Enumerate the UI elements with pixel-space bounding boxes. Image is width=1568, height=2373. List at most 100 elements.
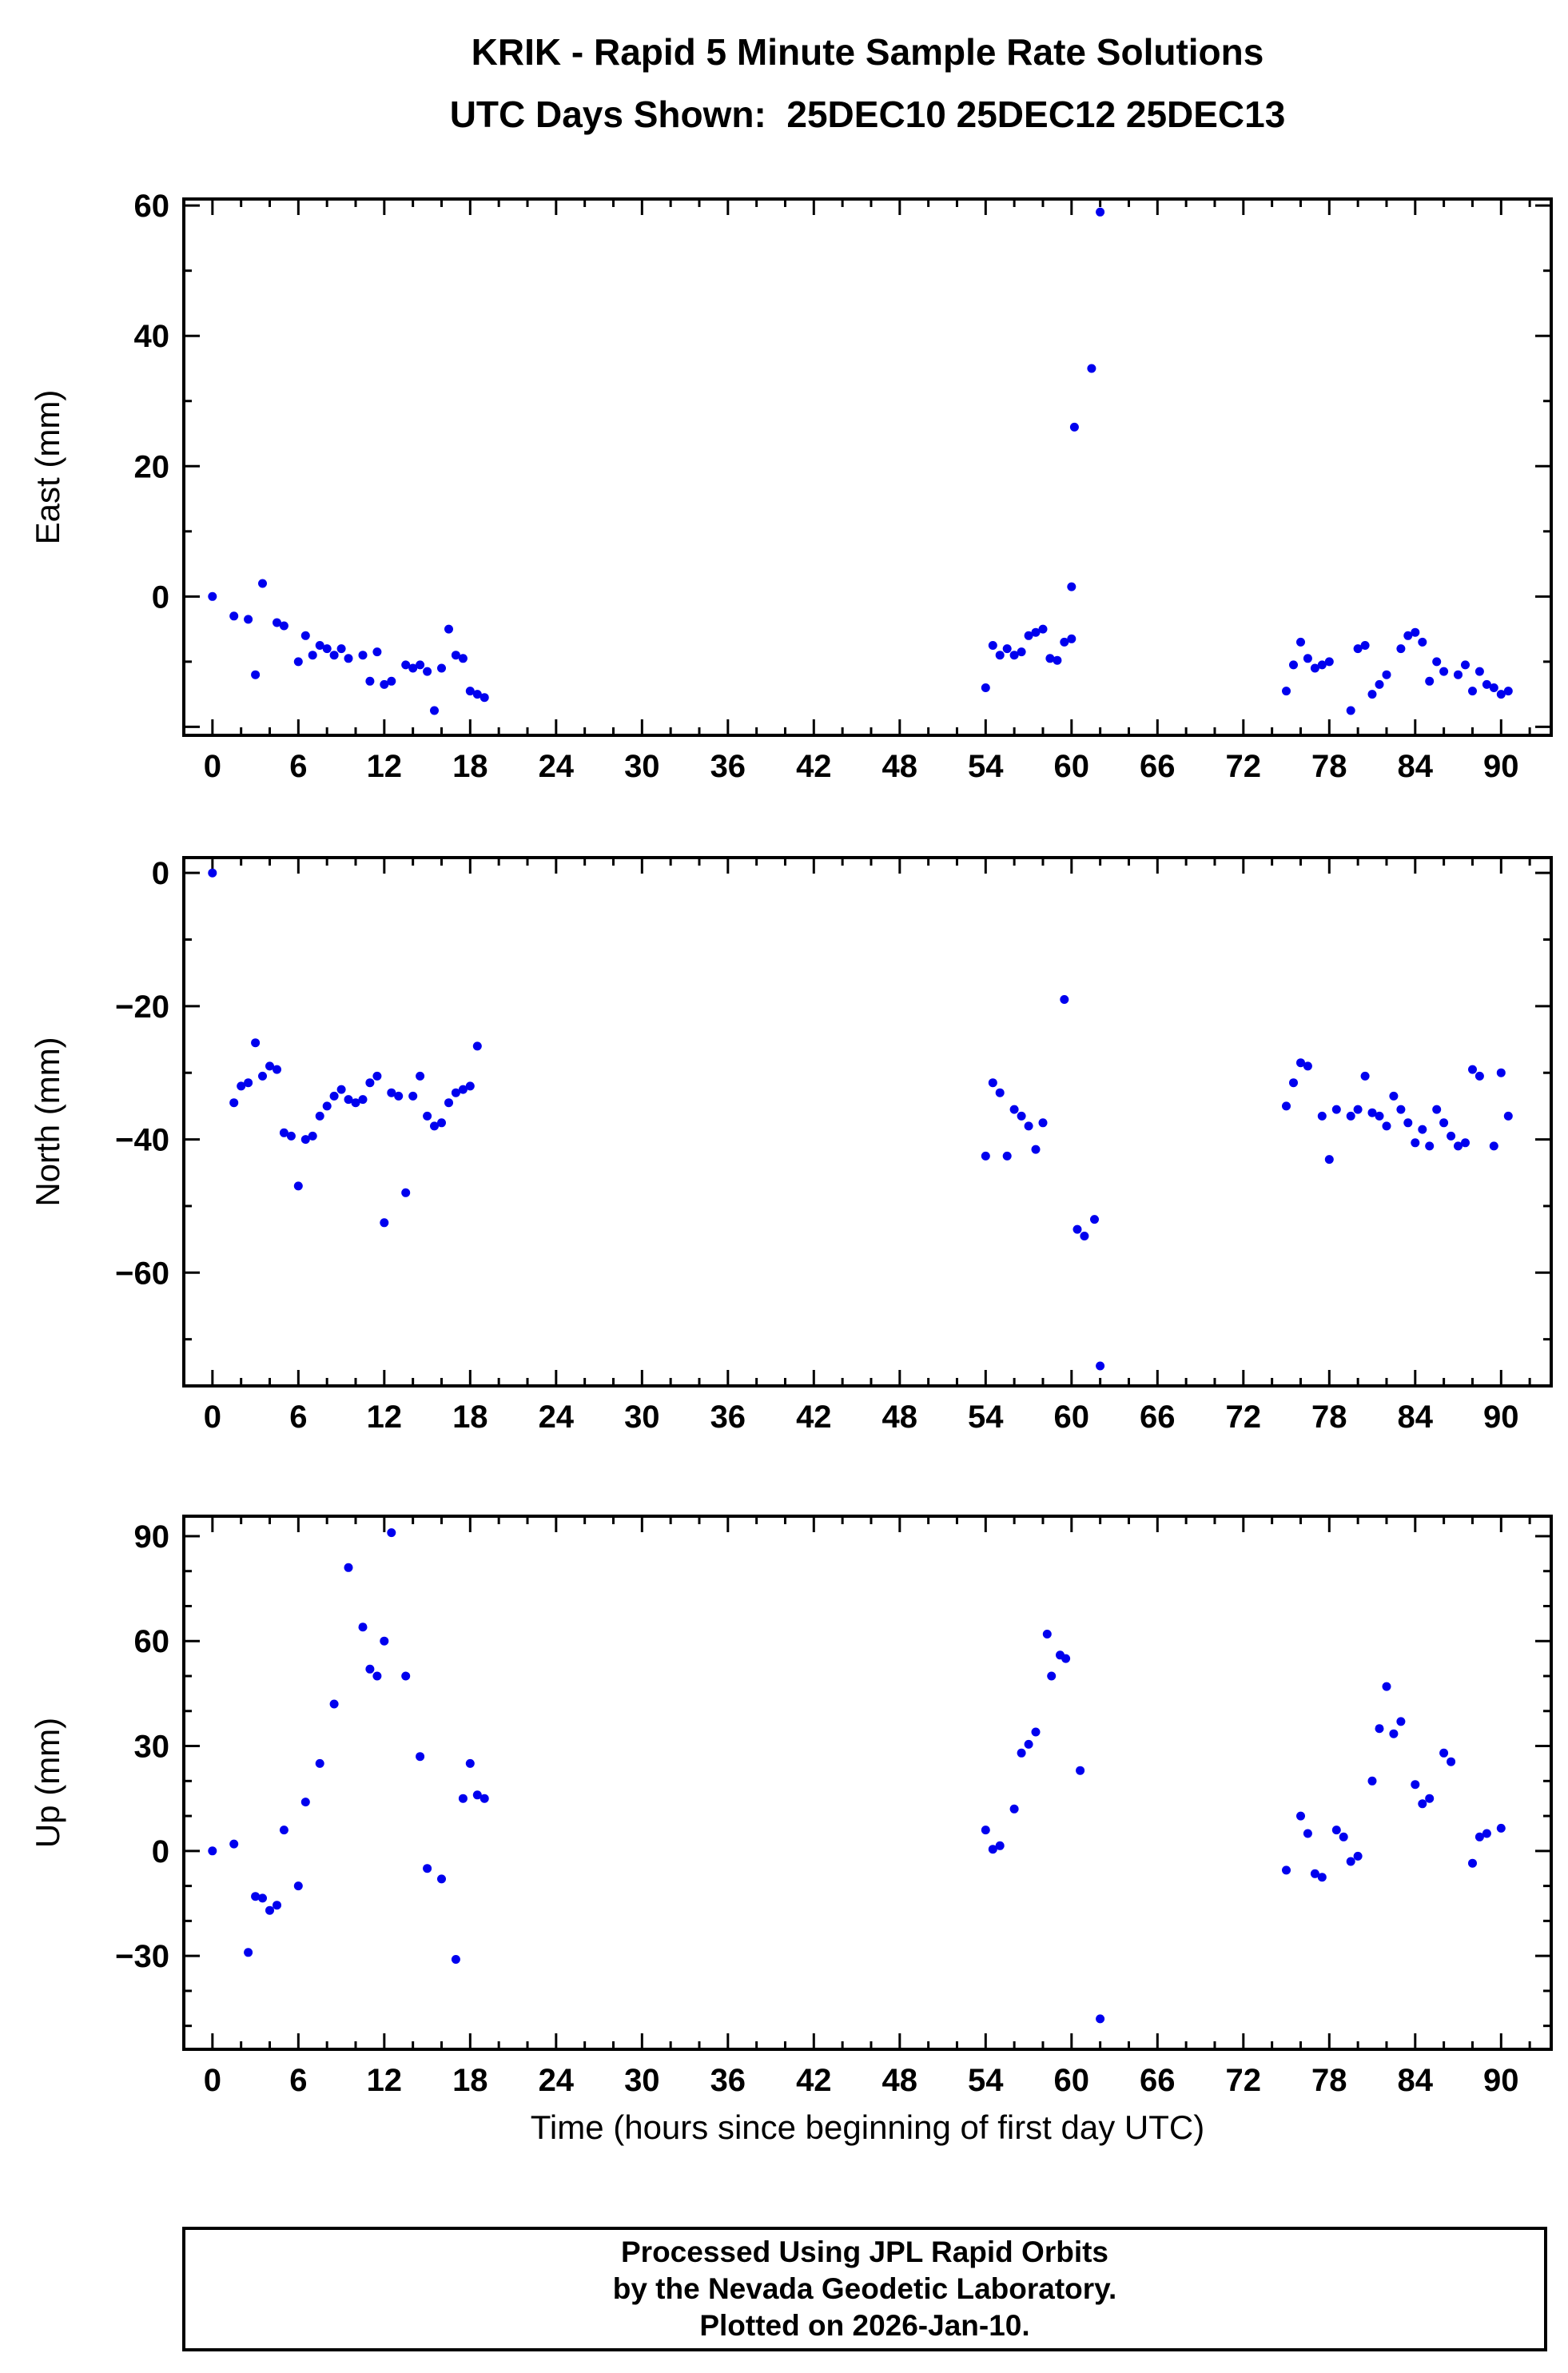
data-point (465, 1081, 475, 1091)
data-point (1069, 422, 1079, 432)
data-point (1324, 1155, 1334, 1165)
data-point (1031, 1145, 1041, 1154)
data-point (258, 1893, 267, 1903)
data-point (293, 1181, 303, 1191)
data-point (1411, 627, 1420, 637)
data-point (1447, 1757, 1456, 1766)
x-tick-label: 72 (1226, 2063, 1262, 2098)
data-point (1339, 1832, 1348, 1841)
data-point (1303, 1061, 1312, 1071)
y-tick-label: 0 (152, 1834, 169, 1869)
data-point (1042, 1630, 1052, 1638)
data-point (1096, 2014, 1105, 2024)
north-plot-frame (182, 856, 1553, 1388)
data-point (1360, 1071, 1370, 1081)
data-point (1489, 1141, 1498, 1151)
data-point (365, 1078, 375, 1088)
data-point (1482, 1829, 1491, 1838)
data-point (1432, 657, 1442, 667)
data-point (387, 1528, 396, 1538)
y-tick-label: −30 (115, 1939, 169, 1974)
data-point (251, 1892, 261, 1901)
data-point (1310, 663, 1319, 673)
x-tick-label: 18 (452, 749, 488, 784)
x-tick-label: 12 (367, 2063, 403, 2098)
data-point (1418, 637, 1427, 647)
data-point (293, 657, 303, 667)
data-point (1496, 690, 1506, 699)
x-tick-label: 84 (1398, 749, 1434, 784)
data-point (416, 1071, 425, 1081)
data-point (1303, 654, 1312, 663)
data-point (380, 1636, 389, 1646)
data-point (1382, 670, 1391, 679)
data-point (358, 1622, 368, 1632)
data-point (1009, 1105, 1019, 1114)
data-point (1439, 1748, 1449, 1758)
x-tick-label: 60 (1054, 1400, 1090, 1435)
x-tick-label: 0 (204, 1400, 221, 1435)
data-point (244, 615, 253, 624)
x-tick-label: 84 (1398, 2063, 1434, 2098)
data-point (244, 1078, 253, 1088)
x-tick-label: 90 (1483, 1400, 1519, 1435)
data-point (258, 579, 267, 588)
data-point (1474, 667, 1484, 676)
up-plot: 0 6 12 18 24 30 36 42 48 54 60 66 72 78 84 90 90 60 30 0 −30… (29, 1515, 1553, 2098)
data-point (1080, 1232, 1089, 1240)
data-point (251, 1038, 261, 1048)
data-point (1031, 1727, 1041, 1737)
data-point (408, 663, 418, 673)
data-point (322, 644, 332, 654)
data-point (308, 1131, 317, 1141)
y-tick-label: −40 (115, 1123, 169, 1158)
data-point (273, 1901, 281, 1910)
x-tick-label: 6 (289, 2063, 307, 2098)
data-point (1425, 1141, 1435, 1151)
up-plot-frame (182, 1515, 1553, 2051)
data-point (401, 660, 411, 670)
y-tick-label: 0 (152, 579, 169, 615)
x-tick-label: 66 (1140, 2063, 1176, 2098)
data-point (1047, 1671, 1057, 1681)
data-point (1289, 660, 1298, 670)
data-point (1447, 1131, 1456, 1141)
x-tick-label: 90 (1483, 2063, 1519, 2098)
data-point (1360, 641, 1370, 650)
data-point (451, 1088, 460, 1097)
data-point (1367, 690, 1377, 699)
data-point (1396, 1717, 1406, 1726)
data-point (1418, 1799, 1427, 1809)
data-point (344, 654, 353, 663)
data-point (286, 1131, 296, 1141)
data-point (336, 1085, 346, 1094)
data-point (265, 1905, 274, 1915)
data-point (1396, 1105, 1406, 1114)
data-point (372, 1671, 382, 1681)
y-tick-label: 30 (134, 1730, 170, 1765)
y-tick-label: 60 (134, 189, 170, 224)
x-tick-label: 42 (796, 1400, 832, 1435)
footer-line-3: Plotted on 2026-Jan-10. (699, 2309, 1030, 2342)
data-point (365, 676, 375, 686)
x-tick-label: 48 (882, 1400, 918, 1435)
x-tick-label: 54 (968, 2063, 1004, 2098)
data-point (408, 1091, 418, 1101)
data-point (1296, 637, 1305, 647)
data-point (1282, 1101, 1291, 1111)
data-point (1090, 1215, 1099, 1224)
data-point (1367, 1108, 1377, 1117)
x-tick-label: 18 (452, 1400, 488, 1435)
footer-box: Processed Using JPL Rapid Orbits by the … (182, 2227, 1547, 2351)
x-tick-label: 60 (1054, 2063, 1090, 2098)
x-tick-label: 6 (289, 1400, 307, 1435)
x-tick-label: 84 (1398, 1400, 1434, 1435)
data-point (1432, 1105, 1442, 1114)
data-point (265, 1061, 274, 1071)
data-point (351, 1098, 360, 1108)
data-point (416, 1752, 425, 1762)
data-point (1503, 687, 1513, 696)
x-tick-label: 78 (1311, 1400, 1347, 1435)
data-point (458, 1085, 468, 1094)
data-point (437, 1874, 446, 1884)
